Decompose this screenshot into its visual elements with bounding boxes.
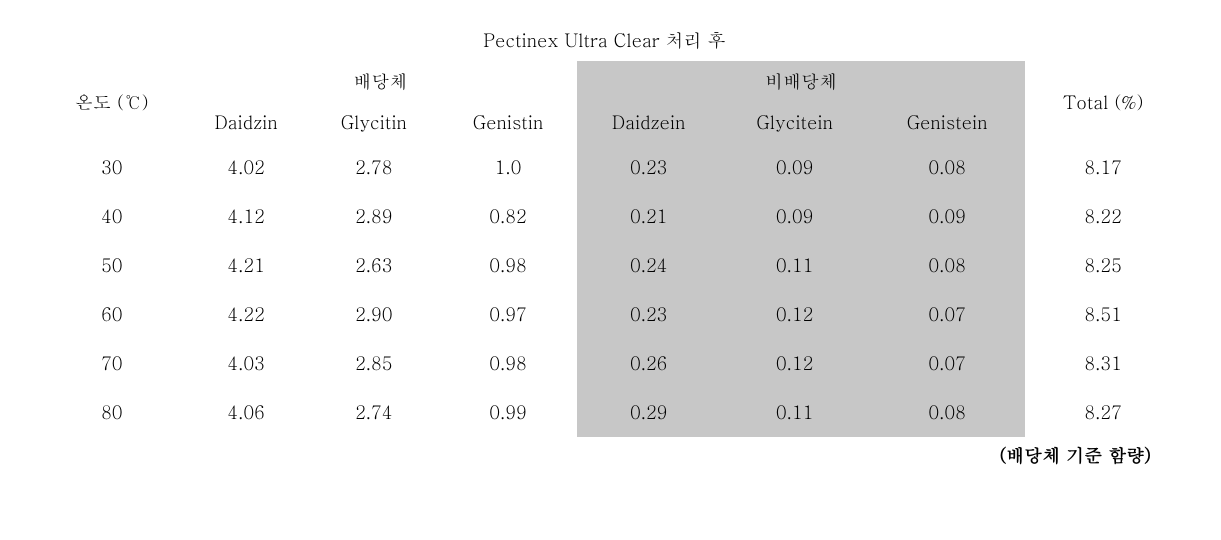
sub-header: Daidzin xyxy=(184,102,309,143)
cell-temp: 60 xyxy=(40,290,184,339)
table-row: 80 4.06 2.74 0.99 0.29 0.11 0.08 8.27 xyxy=(40,388,1181,437)
cell-value: 0.23 xyxy=(577,290,720,339)
cell-value: 0.82 xyxy=(439,192,577,241)
cell-temp: 50 xyxy=(40,241,184,290)
sub-header: Genistin xyxy=(439,102,577,143)
cell-value: 0.29 xyxy=(577,388,720,437)
cell-value: 0.12 xyxy=(720,339,869,388)
cell-value: 2.89 xyxy=(309,192,439,241)
sub-header: Glycitin xyxy=(309,102,439,143)
cell-value: 0.23 xyxy=(577,143,720,192)
cell-value: 2.90 xyxy=(309,290,439,339)
table-footnote: (배당체 기준 함량) xyxy=(40,437,1181,468)
table-row: 40 4.12 2.89 0.82 0.21 0.09 0.09 8.22 xyxy=(40,192,1181,241)
cell-total: 8.31 xyxy=(1025,339,1181,388)
cell-value: 0.24 xyxy=(577,241,720,290)
cell-temp: 80 xyxy=(40,388,184,437)
cell-value: 0.07 xyxy=(869,339,1025,388)
sub-header: Glycitein xyxy=(720,102,869,143)
cell-value: 0.21 xyxy=(577,192,720,241)
table-row: 70 4.03 2.85 0.98 0.26 0.12 0.07 8.31 xyxy=(40,339,1181,388)
table-row: 50 4.21 2.63 0.98 0.24 0.11 0.08 8.25 xyxy=(40,241,1181,290)
cell-value: 0.09 xyxy=(720,192,869,241)
cell-temp: 40 xyxy=(40,192,184,241)
cell-value: 4.03 xyxy=(184,339,309,388)
cell-value: 2.63 xyxy=(309,241,439,290)
cell-value: 1.0 xyxy=(439,143,577,192)
cell-value: 2.78 xyxy=(309,143,439,192)
cell-value: 0.08 xyxy=(869,241,1025,290)
cell-value: 0.08 xyxy=(869,143,1025,192)
cell-value: 0.11 xyxy=(720,388,869,437)
cell-value: 0.07 xyxy=(869,290,1025,339)
cell-total: 8.25 xyxy=(1025,241,1181,290)
cell-value: 0.11 xyxy=(720,241,869,290)
cell-value: 4.06 xyxy=(184,388,309,437)
cell-value: 2.74 xyxy=(309,388,439,437)
cell-value: 0.98 xyxy=(439,241,577,290)
cell-value: 0.12 xyxy=(720,290,869,339)
cell-value: 0.98 xyxy=(439,339,577,388)
col-header-total: Total (%) xyxy=(1025,61,1181,143)
cell-temp: 70 xyxy=(40,339,184,388)
sub-header: Genistein xyxy=(869,102,1025,143)
header-blank xyxy=(40,20,184,61)
cell-temp: 30 xyxy=(40,143,184,192)
cell-value: 0.08 xyxy=(869,388,1025,437)
cell-value: 0.99 xyxy=(439,388,577,437)
cell-total: 8.51 xyxy=(1025,290,1181,339)
isoflavone-table: Pectinex Ultra Clear 처리 후 온도 (℃) 배당체 비배당… xyxy=(40,20,1181,437)
cell-value: 4.12 xyxy=(184,192,309,241)
table-row: 30 4.02 2.78 1.0 0.23 0.09 0.08 8.17 xyxy=(40,143,1181,192)
cell-value: 4.21 xyxy=(184,241,309,290)
cell-value: 0.09 xyxy=(720,143,869,192)
cell-value: 4.02 xyxy=(184,143,309,192)
header-blank-right xyxy=(1025,20,1181,61)
cell-value: 0.09 xyxy=(869,192,1025,241)
col-group-aglycone: 비배당체 xyxy=(577,61,1025,102)
cell-value: 0.97 xyxy=(439,290,577,339)
cell-total: 8.17 xyxy=(1025,143,1181,192)
table-title: Pectinex Ultra Clear 처리 후 xyxy=(184,20,1026,61)
col-group-glycoside: 배당체 xyxy=(184,61,577,102)
cell-value: 4.22 xyxy=(184,290,309,339)
cell-total: 8.22 xyxy=(1025,192,1181,241)
cell-value: 0.26 xyxy=(577,339,720,388)
cell-total: 8.27 xyxy=(1025,388,1181,437)
sub-header: Daidzein xyxy=(577,102,720,143)
cell-value: 2.85 xyxy=(309,339,439,388)
table-row: 60 4.22 2.90 0.97 0.23 0.12 0.07 8.51 xyxy=(40,290,1181,339)
col-header-temp: 온도 (℃) xyxy=(40,61,184,143)
